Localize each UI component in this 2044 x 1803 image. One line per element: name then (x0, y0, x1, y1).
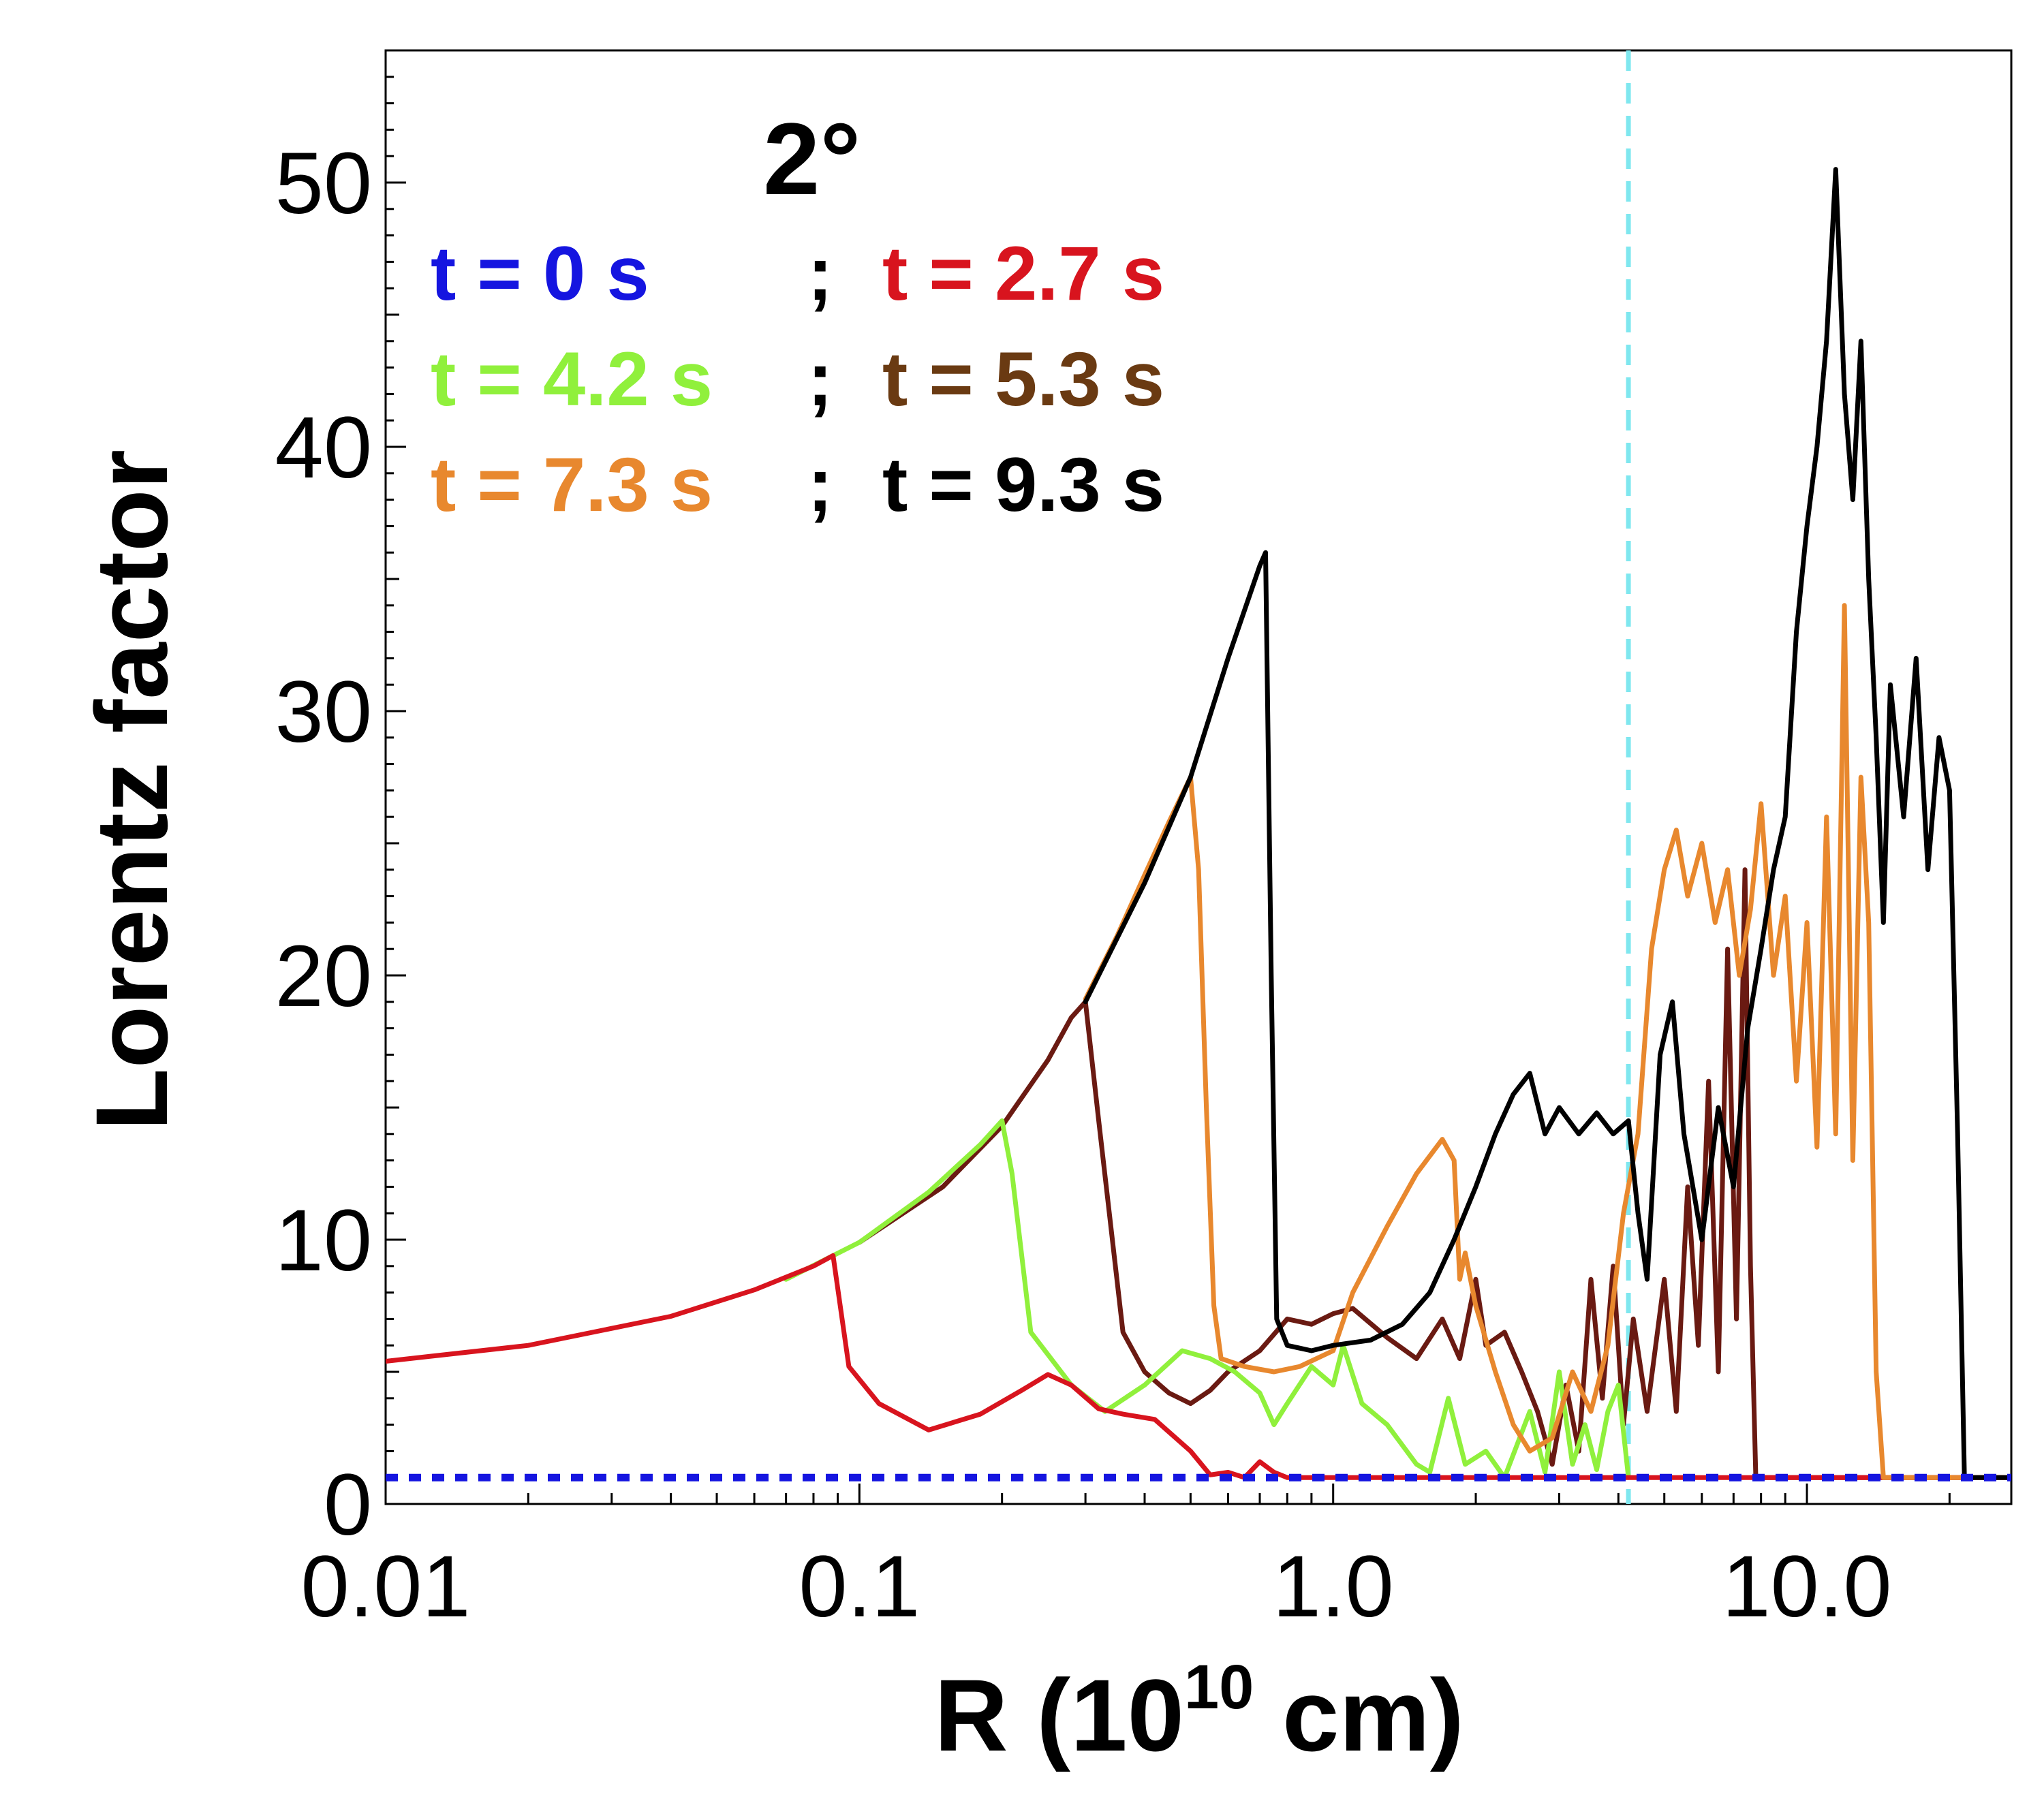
x-tick-label: 1.0 (1273, 1538, 1394, 1635)
series-line (1083, 167, 2011, 1480)
series-line (856, 867, 2011, 1480)
legend-entry: t = 5.3 s (882, 336, 1164, 422)
legend-separator: ; (807, 336, 833, 422)
x-tick-label: 10.0 (1722, 1538, 1891, 1635)
series-line (784, 1118, 1631, 1480)
series-layer (386, 50, 2011, 1504)
legend: t = 0 s t = 2.7 s t = 4.2 s t = 5.3 s t = 7.… (431, 231, 1164, 527)
y-axis-tick-labels: 0 10 20 30 40 50 (275, 135, 372, 1554)
legend-separator: ; (807, 442, 833, 527)
y-axis-title: Lorentz factor (74, 450, 189, 1131)
y-tick-label: 50 (275, 135, 372, 232)
y-tick-label: 40 (275, 399, 372, 497)
y-tick-label: 20 (275, 928, 372, 1025)
y-tick-label: 10 (275, 1192, 372, 1289)
plot-area-frame (384, 49, 2013, 1505)
legend-entry: t = 0 s (431, 231, 649, 316)
x-tick-label: 0.01 (300, 1538, 470, 1635)
x-tick-label: 0.1 (799, 1538, 920, 1635)
axis-ticks (384, 49, 1951, 1505)
y-tick-label: 30 (275, 663, 372, 761)
y-tick-label: 0 (324, 1456, 372, 1554)
legend-entry: t = 4.2 s (431, 336, 713, 422)
x-axis-title: R (1010 cm) (934, 1652, 1464, 1772)
x-axis-title-main: R (10 (934, 1658, 1184, 1772)
legend-entry: t = 2.7 s (882, 231, 1164, 316)
x-axis-tick-labels: 0.01 0.1 1.0 10.0 (300, 1538, 1891, 1635)
legend-separator: ; (807, 231, 833, 316)
x-axis-title-unit: cm) (1254, 1658, 1464, 1772)
panel-title: 2° (763, 101, 861, 216)
legend-entry: t = 9.3 s (882, 442, 1164, 527)
series-line (386, 1253, 2011, 1480)
series-line (1083, 603, 2011, 1480)
x-axis-title-exponent: 10 (1184, 1652, 1254, 1722)
legend-entry: t = 7.3 s (431, 442, 713, 527)
